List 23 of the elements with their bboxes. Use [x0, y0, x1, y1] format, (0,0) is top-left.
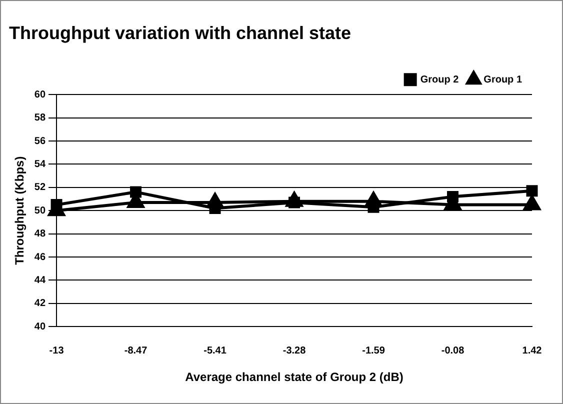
x-tick-label: -0.08 [441, 345, 465, 356]
x-tick-label: 1.42 [522, 345, 542, 356]
y-axis-title: Throughput (Kbps) [12, 156, 27, 265]
x-tick-label: -3.28 [282, 345, 306, 356]
y-tick-label: 60 [34, 89, 46, 100]
y-tick-label: 42 [34, 298, 46, 310]
legend-label: Group 2 [420, 74, 460, 86]
legend-label: Group 1 [484, 74, 522, 86]
y-tick-label: 40 [34, 321, 46, 332]
x-axis-title: Average channel state of Group 2 (dB) [185, 370, 404, 384]
x-tick-label: -13 [49, 345, 64, 356]
y-tick-label: 44 [34, 274, 46, 286]
chart-title: Throughput variation with channel state [9, 22, 352, 43]
y-tick-label: 46 [34, 252, 46, 263]
y-tick-label: 58 [34, 112, 46, 124]
x-tick-label: -1.59 [362, 345, 386, 356]
y-tick-label: 50 [34, 205, 46, 216]
y-tick-label: 48 [34, 228, 46, 240]
y-tick-label: 56 [34, 136, 46, 147]
x-tick-label: -8.47 [124, 345, 148, 356]
y-tick-label: 52 [34, 182, 46, 194]
y-tick-label: 54 [34, 158, 46, 170]
x-tick-label: -5.41 [204, 345, 227, 356]
